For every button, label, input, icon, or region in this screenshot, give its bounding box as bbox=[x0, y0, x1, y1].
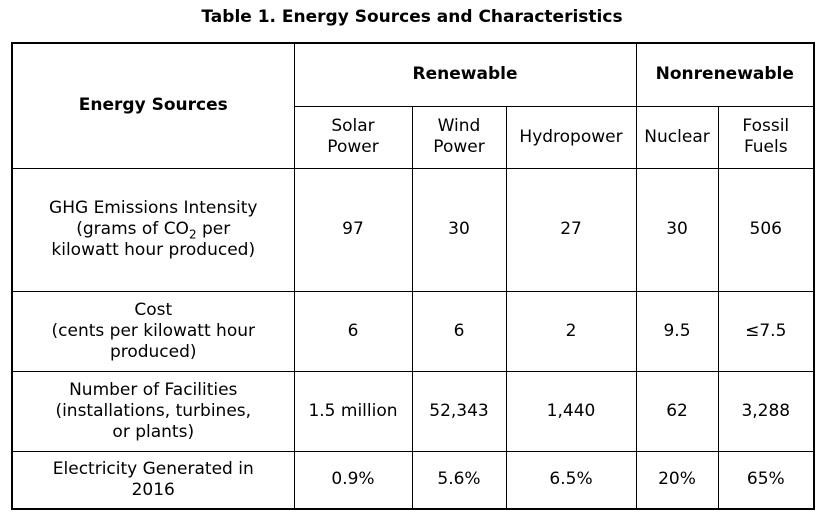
facilities-label-line2: (installations, turbines, bbox=[55, 400, 252, 421]
table-cell: 6 bbox=[293, 290, 413, 372]
ghg-label-line3: kilowatt hour produced) bbox=[51, 240, 256, 260]
electricity-row: Electricity Generated in 2016 0.9% 5.6% … bbox=[11, 450, 815, 510]
table-cell: 27 bbox=[505, 167, 637, 292]
ghg-row-label: GHG Emissions Intensity (grams of CO2 pe… bbox=[11, 167, 295, 292]
electricity-row-label: Electricity Generated in 2016 bbox=[11, 450, 295, 510]
table-cell: 97 bbox=[293, 167, 413, 292]
cost-label-line1: Cost bbox=[134, 299, 173, 320]
facilities-row: Number of Facilities (installations, tur… bbox=[11, 370, 815, 452]
nonrenewable-group-header: Nonrenewable bbox=[635, 42, 815, 107]
wind-power-header: Wind Power bbox=[411, 105, 507, 169]
table-cell: 30 bbox=[635, 167, 719, 292]
table-cell: 0.9% bbox=[293, 450, 413, 510]
hydropower-header: Hydropower bbox=[505, 105, 637, 169]
fossil-line1: Fossil bbox=[742, 116, 790, 136]
table-cell: 506 bbox=[717, 167, 815, 292]
table-cell: 9.5 bbox=[635, 290, 719, 372]
table-cell: 52,343 bbox=[411, 370, 507, 452]
table-cell: 30 bbox=[411, 167, 507, 292]
electricity-label-line2: 2016 bbox=[131, 479, 175, 500]
nuclear-header: Nuclear bbox=[635, 105, 719, 169]
wind-line2: Power bbox=[433, 137, 485, 157]
table-cell: 6 bbox=[411, 290, 507, 372]
wind-line1: Wind bbox=[437, 116, 481, 136]
table-cell: 1,440 bbox=[505, 370, 637, 452]
table-cell: 2 bbox=[505, 290, 637, 372]
ghg-label-line2-post: per bbox=[196, 219, 231, 239]
corner-header: Energy Sources bbox=[11, 42, 295, 169]
solar-power-header: Solar Power bbox=[293, 105, 413, 169]
group-header-row: Energy Sources Renewable Nonrenewable bbox=[11, 42, 815, 169]
source-header-row: Solar Power Wind Power Hydropower Nuclea… bbox=[12, 105, 815, 169]
cost-label-line2: (cents per kilowatt hour bbox=[51, 320, 255, 341]
fossil-fuels-header: Fossil Fuels bbox=[717, 105, 815, 169]
cost-label-line3: produced) bbox=[109, 341, 197, 362]
table-cell: 20% bbox=[635, 450, 719, 510]
table-cell: 6.5% bbox=[505, 450, 637, 510]
ghg-label-line2: (grams of CO2 per bbox=[17, 219, 290, 240]
facilities-row-label: Number of Facilities (installations, tur… bbox=[11, 370, 295, 452]
solar-line1: Solar bbox=[331, 116, 375, 136]
cost-row: Cost (cents per kilowatt hour produced) … bbox=[11, 290, 815, 372]
table-cell: 1.5 million bbox=[293, 370, 413, 452]
energy-sources-table: Energy Sources Renewable Nonrenewable So… bbox=[11, 42, 816, 510]
ghg-emissions-row: GHG Emissions Intensity (grams of CO2 pe… bbox=[11, 167, 815, 292]
table-cell: 65% bbox=[717, 450, 815, 510]
co2-subscript: 2 bbox=[188, 227, 197, 242]
ghg-label-line2-pre: (grams of CO bbox=[76, 219, 189, 239]
facilities-label-line3: or plants) bbox=[112, 421, 195, 442]
ghg-label-line1: GHG Emissions Intensity bbox=[49, 198, 258, 218]
facilities-label-line1: Number of Facilities bbox=[69, 379, 238, 400]
table-cell: ≤7.5 bbox=[717, 290, 815, 372]
table-cell: 62 bbox=[635, 370, 719, 452]
cost-row-label: Cost (cents per kilowatt hour produced) bbox=[11, 290, 295, 372]
fossil-line2: Fuels bbox=[743, 137, 788, 157]
table-cell: 3,288 bbox=[717, 370, 815, 452]
table-cell: 5.6% bbox=[411, 450, 507, 510]
electricity-label-line1: Electricity Generated in bbox=[52, 458, 254, 479]
table-caption: Table 1. Energy Sources and Characterist… bbox=[201, 7, 623, 27]
solar-line2: Power bbox=[327, 137, 379, 157]
renewable-group-header: Renewable bbox=[293, 42, 637, 107]
